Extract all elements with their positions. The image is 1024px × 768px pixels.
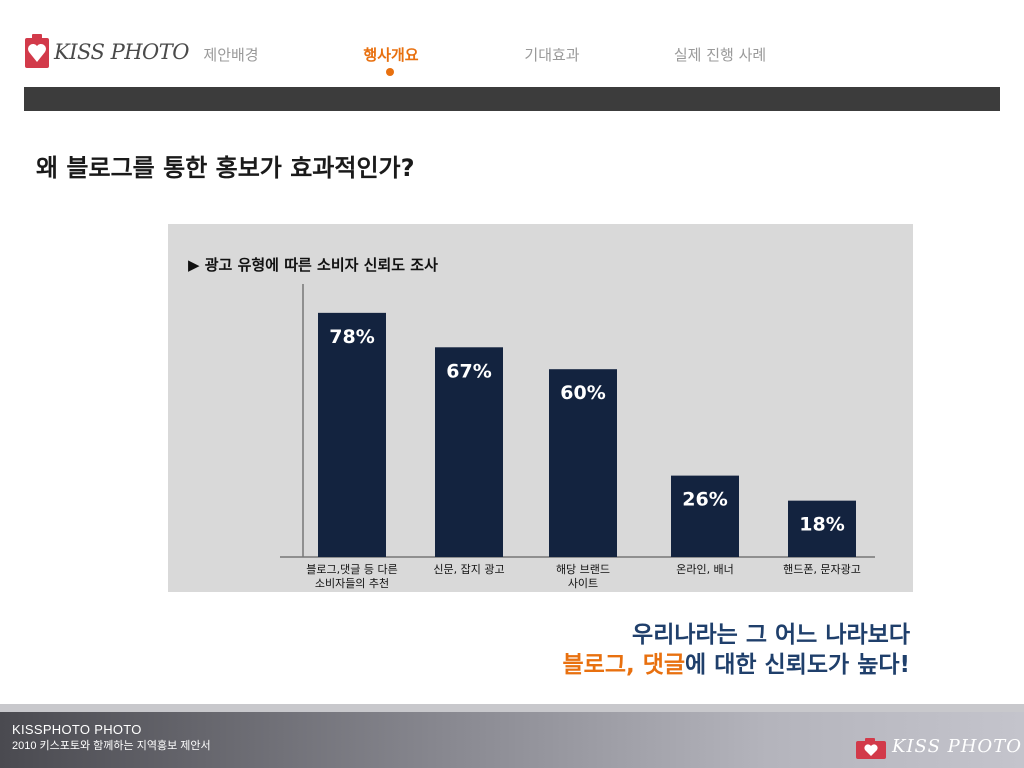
- nav-tab-event-overview[interactable]: 행사개요: [363, 46, 419, 64]
- footer-logo-text: KISS PHOTO: [892, 736, 1022, 757]
- nav-tab-case-studies[interactable]: 실제 진행 사례: [673, 46, 767, 64]
- footer-logo: KISS PHOTO: [856, 736, 1021, 762]
- x-tick-label-4: 온라인, 배너: [676, 563, 734, 576]
- nav-tab-expected-effects[interactable]: 기대효과: [524, 46, 580, 64]
- x-tick-label-2: 신문, 잡지 광고: [433, 563, 504, 576]
- footer-top-stripe: [0, 704, 1024, 712]
- conclusion-line-2: 블로그, 댓글에 대한 신뢰도가 높다!: [563, 650, 911, 680]
- x-tick-label-1: 소비자들의 추천: [315, 576, 389, 590]
- bar-value-label-4: 26%: [682, 489, 727, 511]
- trust-survey-bar-chart: ▶ 광고 유형에 따른 소비자 신뢰도 조사 78% 블로그,댓글 등 다른소비자들…: [188, 256, 875, 590]
- bar-value-label-2: 67%: [446, 360, 491, 382]
- bar-value-label-3: 60%: [560, 382, 605, 404]
- page-title: 왜 블로그를 통한 홍보가 효과적인가?: [36, 154, 415, 182]
- bar-value-label-5: 18%: [799, 514, 844, 536]
- x-tick-label-1: 블로그,댓글 등 다른: [306, 563, 397, 576]
- bar-4: [671, 475, 739, 557]
- x-tick-label-3: 사이트: [568, 577, 598, 590]
- camera-heart-icon: [856, 738, 886, 759]
- conclusion-text: 우리나라는 그 어느 나라보다 블로그, 댓글에 대한 신뢰도가 높다!: [563, 620, 911, 680]
- active-tab-indicator: [386, 68, 394, 76]
- nav-tab-background[interactable]: 제안배경: [203, 46, 259, 64]
- bar-3: [549, 369, 617, 557]
- x-tick-label-3: 해당 브랜드: [556, 562, 610, 576]
- footer-brand: KISSPHOTO PHOTO: [12, 722, 142, 737]
- header-divider-bar: [24, 87, 1000, 111]
- conclusion-line-1: 우리나라는 그 어느 나라보다: [632, 622, 910, 648]
- bar-5: [788, 500, 856, 557]
- chart-panel: ▶ 광고 유형에 따른 소비자 신뢰도 조사 78% 블로그,댓글 등 다른 소비자들…: [168, 224, 913, 592]
- footer-bar: [0, 704, 1024, 768]
- kissphoto-logo: KISS PHOTO: [22, 28, 189, 76]
- conclusion-rest: 에 대한 신뢰도가 높다!: [685, 652, 910, 678]
- bar-value-label-1: 78%: [329, 326, 374, 348]
- bar-1: [318, 312, 386, 557]
- conclusion-highlight: 블로그, 댓글: [562, 652, 686, 678]
- chart-title: ▶ 광고 유형에 따른 소비자 신뢰도 조사: [188, 256, 438, 274]
- bar-2: [435, 347, 503, 557]
- logo-text: KISS PHOTO: [54, 40, 189, 64]
- camera-heart-icon: [25, 34, 49, 68]
- footer-subtitle: 2010 키스포토와 함께하는 지역홍보 제안서: [12, 740, 211, 752]
- x-tick-label-5: 핸드폰, 문자광고: [783, 563, 861, 576]
